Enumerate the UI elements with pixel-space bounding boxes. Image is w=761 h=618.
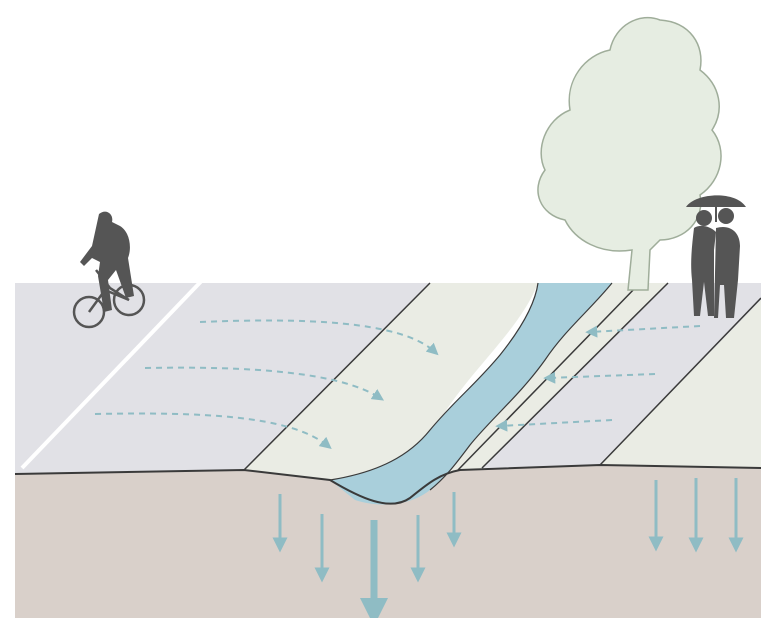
median-edge-1 [243, 282, 431, 471]
sidewalk-right [600, 300, 761, 468]
people-with-umbrella-icon [686, 195, 746, 318]
runoff-arrow [543, 371, 656, 384]
runoff-arrow [94, 412, 332, 450]
runoff-arrow [585, 325, 701, 338]
swale-edge-left [329, 282, 539, 481]
surface-runoff-right [495, 325, 701, 432]
ground-line [14, 463, 761, 505]
runoff-arrow [144, 366, 385, 401]
soil-layer [15, 465, 761, 618]
median-strip-left [244, 283, 538, 480]
tree-icon [537, 16, 722, 291]
median-edge-2 [481, 282, 669, 469]
swale-edge-right [429, 282, 613, 491]
infiltration-arrows [272, 478, 744, 618]
bike-lane-line [20, 268, 214, 470]
runoff-arrow [199, 319, 439, 356]
road-surface-left [15, 283, 430, 474]
surface-runoff-left [94, 319, 439, 450]
bioswale-channel [330, 283, 612, 505]
cyclist-icon [72, 211, 146, 329]
runoff-arrow [495, 419, 613, 432]
curb-edge-right [599, 297, 761, 466]
